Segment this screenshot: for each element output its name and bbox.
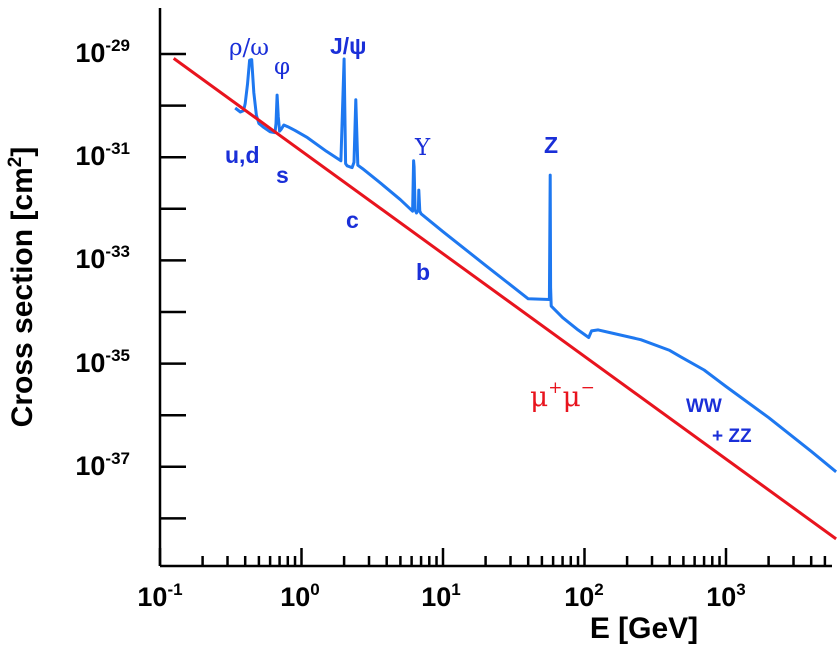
annotation-ww: WW: [686, 396, 722, 417]
annotation-upsilon: Υ: [414, 135, 431, 161]
y-tick-label: 10-31: [75, 139, 130, 171]
annotation-phi: φ: [274, 54, 290, 80]
x-tick-label: 103: [706, 580, 746, 612]
x-tick-label: 102: [564, 580, 604, 612]
y-tick-label: 10-35: [75, 346, 130, 378]
y-tick-labels: 10-29 10-31 10-33 10-35 10-37: [75, 36, 130, 481]
annotation-ud: u,d: [225, 142, 260, 168]
x-axis-title: E [GeV]: [590, 612, 698, 645]
x-tick-label: 101: [421, 580, 461, 612]
annotation-c: c: [346, 207, 359, 233]
annotation-zz: + ZZ: [712, 426, 752, 447]
annotation-z: Z: [544, 132, 558, 158]
annotation-s: s: [276, 162, 289, 188]
y-tick-label: 10-37: [75, 449, 130, 481]
annotation-b: b: [416, 259, 430, 285]
x-minor-ticks: [158, 548, 827, 566]
annotation-j-psi: J/ψ: [330, 33, 367, 59]
x-tick-label: 10-1: [137, 580, 182, 612]
x-tick-labels: 10-1 100 101 102 103: [137, 580, 745, 612]
hadron-cross-section-line: [234, 57, 838, 473]
y-tick-label: 10-29: [75, 36, 130, 68]
annotation-mumu: μ+μ−: [530, 378, 595, 413]
y-minor-ticks: [160, 52, 186, 520]
annotation-rho-omega: ρ/ω: [229, 35, 269, 61]
x-tick-label: 100: [280, 580, 320, 612]
mumu-cross-section-line: [172, 57, 837, 541]
y-axis-title: Cross section [cm2]: [5, 147, 39, 428]
y-tick-label: 10-33: [75, 242, 130, 274]
